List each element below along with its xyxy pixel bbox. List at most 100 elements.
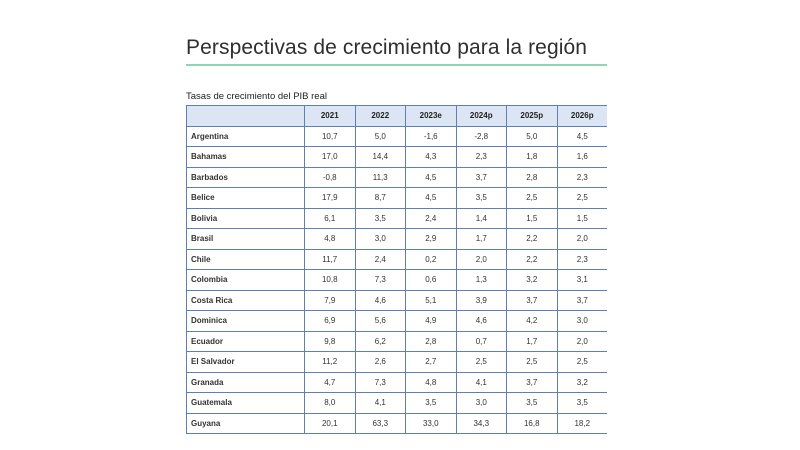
page-title: Perspectivas de crecimiento para la regi… — [186, 36, 588, 59]
value-cell: 3,9 — [455, 289, 507, 311]
value-cell: 4,6 — [354, 289, 406, 311]
column-header: 2022 — [354, 105, 406, 127]
value-cell: 5,1 — [405, 289, 457, 311]
value-cell: 2,5 — [455, 351, 507, 373]
value-cell: 3,5 — [354, 207, 406, 229]
table-row: Chile 11,7 2,4 0,2 2,0 2,2 2,3 — [186, 248, 607, 270]
country-cell: Guatemala — [186, 392, 305, 414]
table-header-row: 2021 2022 2023e 2024p 2025p 2026p — [186, 105, 607, 127]
value-cell: 4,8 — [304, 228, 356, 250]
table-row: Guyana 20,1 63,3 33,0 34,3 16,8 18,2 — [186, 412, 607, 434]
value-cell: 3,7 — [556, 289, 607, 311]
table-row: Costa Rica 7,9 4,6 5,1 3,9 3,7 3,7 — [186, 289, 607, 311]
value-cell: 16,8 — [506, 412, 558, 434]
value-cell: 3,5 — [455, 187, 507, 209]
value-cell: 14,4 — [354, 146, 406, 168]
country-cell: El Salvador — [186, 351, 305, 373]
value-cell: 2,3 — [556, 166, 607, 188]
value-cell: 11,3 — [354, 166, 406, 188]
value-cell: 3,1 — [556, 269, 607, 291]
value-cell: 4,5 — [405, 187, 457, 209]
value-cell: 34,3 — [455, 412, 507, 434]
value-cell: 3,0 — [556, 310, 607, 332]
table-row: Argentina 10,7 5,0 -1,6 -2,8 5,0 4,5 — [186, 125, 607, 147]
value-cell: 2,8 — [506, 166, 558, 188]
table-row: El Salvador 11,2 2,6 2,7 2,5 2,5 2,5 — [186, 351, 607, 373]
value-cell: 4,9 — [405, 310, 457, 332]
value-cell: 1,5 — [556, 207, 607, 229]
value-cell: 3,7 — [455, 166, 507, 188]
table-row: Belice 17,9 8,7 4,5 3,5 2,5 2,5 — [186, 187, 607, 209]
value-cell: 18,2 — [556, 412, 607, 434]
value-cell: 4,1 — [455, 371, 507, 393]
value-cell: 11,7 — [304, 248, 356, 270]
country-cell: Ecuador — [186, 330, 305, 352]
value-cell: 7,3 — [354, 371, 406, 393]
value-cell: 4,6 — [455, 310, 507, 332]
value-cell: 5,6 — [354, 310, 406, 332]
country-cell: Bahamas — [186, 146, 305, 168]
value-cell: 1,7 — [455, 228, 507, 250]
value-cell: 2,3 — [556, 248, 607, 270]
value-cell: 3,0 — [354, 228, 406, 250]
value-cell: 2,5 — [506, 187, 558, 209]
value-cell: 4,2 — [506, 310, 558, 332]
value-cell: -1,6 — [405, 125, 457, 147]
country-cell: Brasil — [186, 228, 305, 250]
country-cell: Colombia — [186, 269, 305, 291]
value-cell: 2,5 — [506, 351, 558, 373]
value-cell: 4,1 — [354, 392, 406, 414]
value-cell: 2,3 — [455, 146, 507, 168]
table-row: Granada 4,7 7,3 4,8 4,1 3,7 3,2 — [186, 371, 607, 393]
value-cell: 3,2 — [556, 371, 607, 393]
value-cell: 6,2 — [354, 330, 406, 352]
value-cell: 33,0 — [405, 412, 457, 434]
value-cell: 3,5 — [405, 392, 457, 414]
column-header: 2024p — [455, 105, 507, 127]
value-cell: -0,8 — [304, 166, 356, 188]
table-row: Bahamas 17,0 14,4 4,3 2,3 1,8 1,6 — [186, 146, 607, 168]
value-cell: 2,0 — [455, 248, 507, 270]
value-cell: 3,2 — [506, 269, 558, 291]
table-body: Argentina 10,7 5,0 -1,6 -2,8 5,0 4,5 Bahamas 17,… — [186, 125, 607, 434]
country-cell: Bolivia — [186, 207, 305, 229]
column-header: 2025p — [506, 105, 558, 127]
value-cell: 3,5 — [556, 392, 607, 414]
table-caption: Tasas de crecimiento del PIB real — [186, 91, 327, 102]
value-cell: 7,3 — [354, 269, 406, 291]
value-cell: 20,1 — [304, 412, 356, 434]
value-cell: 3,5 — [506, 392, 558, 414]
value-cell: 6,1 — [304, 207, 356, 229]
value-cell: 0,6 — [405, 269, 457, 291]
value-cell: 4,8 — [405, 371, 457, 393]
value-cell: 1,7 — [506, 330, 558, 352]
gdp-growth-table: 2021 2022 2023e 2024p 2025p 2026p Argent… — [186, 105, 607, 434]
value-cell: 5,0 — [354, 125, 406, 147]
value-cell: 2,4 — [354, 248, 406, 270]
value-cell: 11,2 — [304, 351, 356, 373]
country-cell: Dominica — [186, 310, 305, 332]
column-header: 2021 — [304, 105, 356, 127]
country-cell: Costa Rica — [186, 289, 305, 311]
value-cell: 3,0 — [455, 392, 507, 414]
value-cell: 1,8 — [506, 146, 558, 168]
value-cell: 9,8 — [304, 330, 356, 352]
value-cell: 2,7 — [405, 351, 457, 373]
value-cell: 3,7 — [506, 371, 558, 393]
value-cell: 8,0 — [304, 392, 356, 414]
value-cell: 1,5 — [506, 207, 558, 229]
table-row: Dominica 6,9 5,6 4,9 4,6 4,2 3,0 — [186, 310, 607, 332]
country-cell: Belice — [186, 187, 305, 209]
column-header: 2023e — [405, 105, 457, 127]
table-row: Brasil 4,8 3,0 2,9 1,7 2,2 2,0 — [186, 228, 607, 250]
value-cell: 0,2 — [405, 248, 457, 270]
value-cell: 4,3 — [405, 146, 457, 168]
column-header: 2026p — [556, 105, 607, 127]
value-cell: 2,6 — [354, 351, 406, 373]
value-cell: 10,7 — [304, 125, 356, 147]
value-cell: 1,6 — [556, 146, 607, 168]
value-cell: 2,2 — [506, 228, 558, 250]
header-corner-cell — [186, 105, 305, 127]
table-row: Bolivia 6,1 3,5 2,4 1,4 1,5 1,5 — [186, 207, 607, 229]
value-cell: 3,7 — [506, 289, 558, 311]
